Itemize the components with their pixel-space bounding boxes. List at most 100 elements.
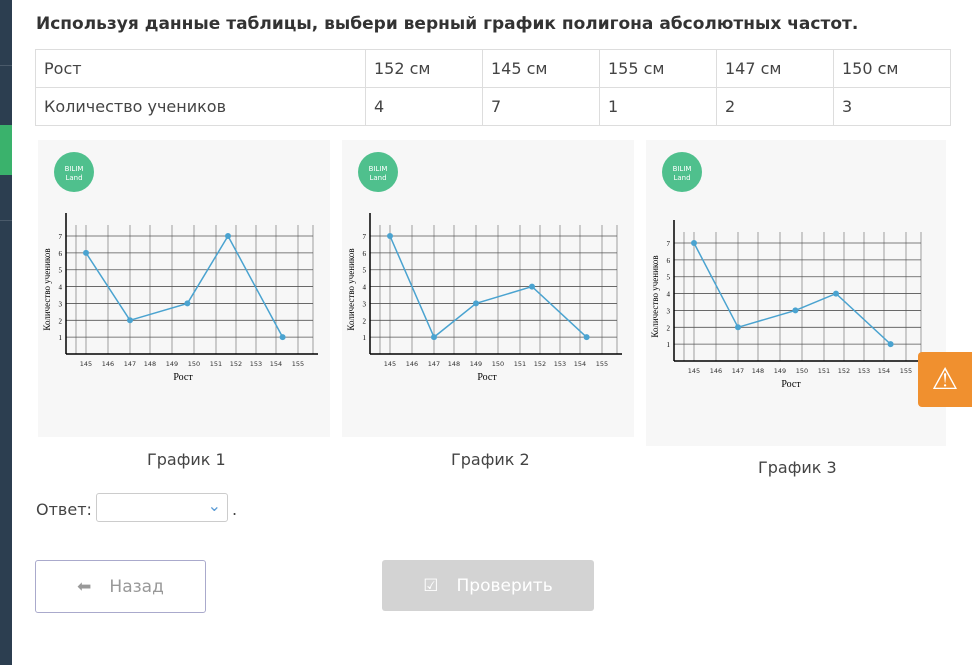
- table-row: Количество учеников 4 7 1 2 3: [35, 87, 951, 126]
- x-tick-label: 145: [384, 360, 396, 368]
- y-tick-label: 3: [59, 300, 63, 308]
- check-button[interactable]: ☑ Проверить: [382, 560, 594, 611]
- logo-text: Land: [65, 174, 82, 182]
- data-point: [127, 317, 133, 324]
- data-point: [225, 233, 231, 240]
- table-cell: 2: [716, 87, 834, 126]
- y-axis-label: Количество учеников: [346, 248, 356, 330]
- back-button[interactable]: ⬅ Назад: [35, 560, 206, 613]
- x-tick-label: 149: [470, 360, 482, 368]
- chart-1-card[interactable]: BILIM Land 1 2 3 4 5 6 7 145 146 147 148 149 150 151 152…: [38, 140, 330, 437]
- table-cell: 155 см: [599, 49, 717, 88]
- table-cell: 147 см: [716, 49, 834, 88]
- warning-icon-button[interactable]: ⚠: [918, 352, 972, 407]
- y-tick-label: 5: [59, 267, 63, 275]
- y-tick-label: 6: [667, 257, 671, 265]
- y-tick-label: 2: [59, 317, 63, 325]
- y-axis-label: Количество учеников: [42, 248, 52, 330]
- x-tick-label: 154: [270, 360, 282, 368]
- y-tick-label: 4: [59, 284, 63, 292]
- table-cell: 3: [833, 87, 951, 126]
- y-tick-label: 3: [667, 307, 671, 315]
- table-cell: 4: [365, 87, 483, 126]
- x-axis-label: Рост: [173, 372, 193, 383]
- logo-icon: [54, 152, 94, 192]
- y-axis-label: Количество учеников: [650, 255, 660, 337]
- table-cell: 145 см: [482, 49, 600, 88]
- back-label: Назад: [109, 576, 164, 597]
- y-tick-label: 5: [363, 267, 367, 275]
- x-tick-label: 147: [124, 360, 136, 368]
- x-tick-label: 151: [210, 360, 222, 368]
- x-tick-label: 147: [428, 360, 440, 368]
- x-tick-label: 152: [230, 360, 242, 368]
- data-point: [887, 341, 894, 348]
- chart-2-caption: График 2: [451, 450, 530, 469]
- logo-text: BILIM: [65, 165, 84, 173]
- y-tick-label: 1: [363, 334, 367, 342]
- x-tick-label: 153: [250, 360, 262, 368]
- x-tick-label: 154: [574, 360, 586, 368]
- y-tick-label: 4: [667, 291, 671, 299]
- x-tick-label: 149: [166, 360, 178, 368]
- logo-icon: [662, 152, 702, 192]
- data-point: [691, 240, 697, 247]
- logo-text: BILIM: [673, 165, 692, 173]
- question-title: Используя данные таблицы, выбери верный …: [36, 14, 859, 34]
- chart-3-card[interactable]: BILIM Land 1 2 3 4 5 6 7 145 146 147 148 149 150 151 152…: [646, 140, 946, 446]
- data-point: [279, 334, 286, 341]
- x-tick-label: 146: [406, 360, 418, 368]
- y-tick-label: 1: [667, 341, 671, 349]
- check-label: Проверить: [456, 575, 553, 596]
- x-axis-label: Рост: [477, 372, 497, 383]
- answer-select[interactable]: ⌄: [96, 493, 228, 522]
- x-tick-label: 151: [514, 360, 526, 368]
- x-tick-label: 152: [534, 360, 546, 368]
- chart-1-caption: График 1: [147, 450, 226, 469]
- sidebar-active-item[interactable]: [0, 125, 12, 175]
- x-tick-label: 148: [144, 360, 156, 368]
- y-tick-label: 7: [59, 233, 63, 241]
- x-tick-label: 155: [596, 360, 608, 368]
- table-cell: Рост: [35, 49, 366, 88]
- y-tick-label: 6: [363, 250, 367, 258]
- x-tick-label: 152: [838, 367, 850, 375]
- data-point: [387, 233, 393, 240]
- table-cell: 1: [599, 87, 717, 126]
- y-tick-label: 7: [667, 240, 671, 248]
- data-point: [529, 283, 535, 290]
- x-axis-label: Рост: [781, 379, 801, 390]
- x-tick-label: 146: [102, 360, 114, 368]
- data-point: [792, 307, 799, 314]
- y-tick-label: 3: [363, 300, 367, 308]
- y-tick-label: 2: [667, 324, 671, 332]
- y-tick-label: 7: [363, 233, 367, 241]
- x-tick-label: 145: [688, 367, 700, 375]
- checkbox-icon: ☑: [423, 575, 439, 596]
- logo-text: Land: [673, 174, 690, 182]
- table-cell: 7: [482, 87, 600, 126]
- data-point: [833, 290, 839, 297]
- data-table: Рост 152 см 145 см 155 см 147 см 150 см Колич…: [35, 49, 951, 126]
- x-tick-label: 151: [818, 367, 830, 375]
- answer-period: .: [232, 500, 238, 519]
- chart-2-card[interactable]: BILIM Land 1 2 3 4 5 6 7 145 146 147 148 149 150 151 152…: [342, 140, 634, 437]
- arrow-left-icon: ⬅: [77, 576, 92, 597]
- chart-3-caption: График 3: [758, 458, 837, 477]
- x-tick-label: 150: [796, 367, 808, 375]
- y-tick-label: 1: [59, 334, 63, 342]
- logo-text: Land: [369, 174, 386, 182]
- sidebar: [0, 0, 12, 665]
- y-tick-label: 6: [59, 250, 63, 258]
- logo-icon: [358, 152, 398, 192]
- x-tick-label: 154: [878, 367, 890, 375]
- table-cell: 152 см: [365, 49, 483, 88]
- table-cell: Количество учеников: [35, 87, 366, 126]
- x-tick-label: 155: [900, 367, 912, 375]
- x-tick-label: 148: [448, 360, 460, 368]
- y-tick-label: 2: [363, 317, 367, 325]
- data-point: [735, 324, 741, 331]
- x-tick-label: 153: [554, 360, 566, 368]
